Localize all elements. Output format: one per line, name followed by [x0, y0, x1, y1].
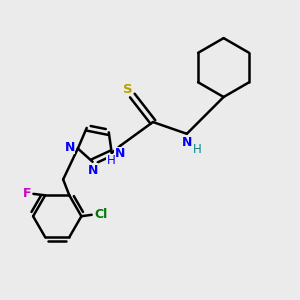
Text: N: N: [115, 147, 125, 160]
Text: N: N: [87, 164, 98, 176]
Text: S: S: [123, 82, 133, 95]
Text: N: N: [64, 141, 75, 154]
Text: H: H: [107, 154, 116, 167]
Text: H: H: [193, 142, 202, 156]
Text: F: F: [23, 188, 31, 200]
Text: N: N: [182, 136, 193, 148]
Text: Cl: Cl: [94, 208, 108, 221]
